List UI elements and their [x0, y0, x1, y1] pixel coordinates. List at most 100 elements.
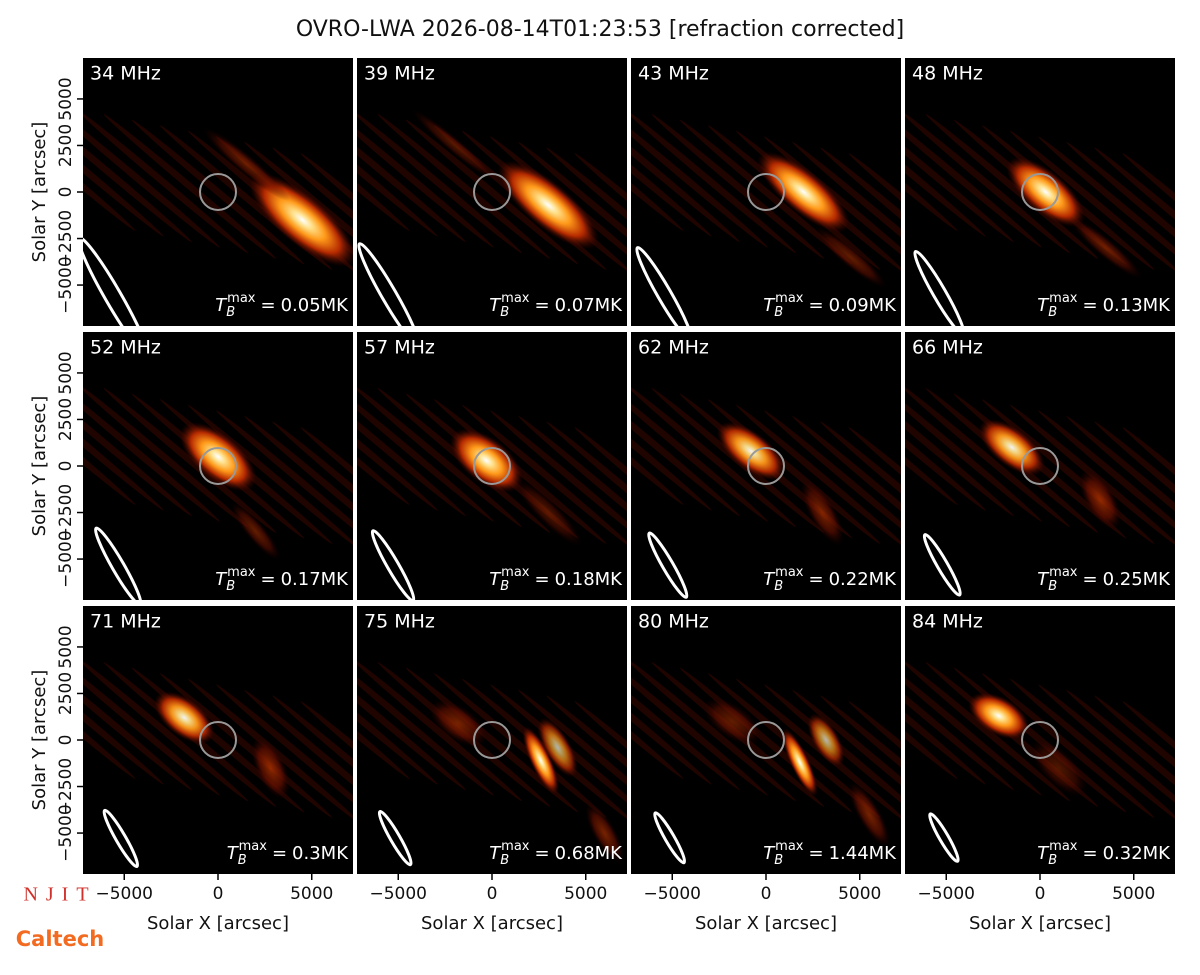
sidelobe-streak [83, 108, 248, 254]
panel [905, 332, 1175, 600]
sidelobe-streak [905, 382, 1070, 528]
beam [94, 526, 143, 600]
beam [922, 533, 962, 597]
x-tick-label: 0 [1035, 884, 1046, 904]
y-tick-label: 2500 [56, 398, 76, 441]
source-emission [1029, 738, 1088, 797]
panel [631, 332, 901, 600]
y-tick-label: 0 [56, 187, 76, 198]
tb-relation: = [808, 295, 823, 316]
source-emission [813, 226, 887, 289]
source-emission [716, 421, 786, 481]
beam [377, 810, 413, 867]
beam [635, 246, 693, 326]
sidelobe-streak [792, 689, 901, 835]
sidelobe-streak [83, 650, 220, 796]
sidelobe-streak [905, 376, 1042, 522]
tb-symbol: T [215, 569, 228, 590]
panel-background [83, 58, 353, 326]
source-emission [968, 692, 1030, 740]
tb-superscript: max [227, 291, 256, 306]
panel [83, 332, 353, 600]
tb-subscript: B [500, 305, 509, 320]
sidelobe-streak [216, 410, 353, 556]
panel [357, 606, 627, 874]
tb-relation: = [272, 843, 287, 864]
panel-background [631, 606, 901, 874]
sidelobe-streak [574, 427, 627, 572]
sidelobe-streak [631, 376, 768, 522]
sidelobe-streak [272, 421, 353, 567]
figure-title: OVRO-LWA 2026-08-14T01:23:53 [refraction… [296, 17, 904, 42]
sidelobe-streak [1122, 153, 1175, 298]
beam [357, 242, 421, 326]
x-tick-label: 0 [213, 884, 224, 904]
sidelobe-streak [905, 656, 1070, 802]
tb-symbol: T [1037, 569, 1050, 590]
frequency-label: 66 MHz [912, 337, 983, 359]
solar-disk [199, 447, 237, 485]
tb-superscript: max [775, 839, 804, 854]
y-tick-label: −2500 [56, 210, 76, 268]
sidelobe-streak [905, 97, 1014, 243]
logo-caltech: Caltech [16, 927, 104, 951]
sidelobe-streak [631, 102, 768, 248]
sidelobe-streak [357, 108, 522, 254]
source-emission [428, 699, 488, 748]
tb-superscript: max [1049, 839, 1078, 854]
tb-subscript: B [774, 853, 783, 868]
tb-value: 0.22MK [829, 569, 898, 590]
sidelobe-streak [905, 634, 958, 779]
sidelobe-streak [490, 410, 627, 556]
tb-relation: = [1082, 295, 1097, 316]
tb-max-annotation: TBmax = 0.25MK [1037, 565, 1171, 594]
x-axis-label: Solar X [arcsec] [695, 913, 837, 934]
sidelobe-streak [357, 634, 410, 779]
tb-value: 0.05MK [281, 295, 350, 316]
sidelobe-streak [574, 701, 627, 846]
tb-superscript: max [501, 565, 530, 580]
beam [913, 249, 966, 326]
solar-disk [199, 173, 237, 211]
panel [83, 606, 353, 874]
solar-disk [1021, 447, 1059, 485]
sidelobe-streak [631, 86, 684, 231]
x-tick-label: 5000 [1112, 884, 1155, 904]
tb-subscript: B [1048, 579, 1057, 594]
source-emission [1078, 469, 1122, 530]
panel-background [357, 58, 627, 326]
y-tick-label: 5000 [56, 351, 76, 394]
y-axis-label: Solar Y [arcsec] [29, 122, 50, 263]
source-emission [522, 726, 560, 795]
sidelobe-streak [357, 382, 522, 528]
source-emission [585, 803, 624, 863]
sidelobe-streak [357, 97, 466, 243]
sidelobe-streak [631, 382, 796, 528]
x-axis-label: Solar X [arcsec] [969, 913, 1111, 934]
source-emission [1005, 156, 1086, 228]
tb-relation: = [260, 295, 275, 316]
solar-disk [199, 721, 237, 759]
sidelobe-streak [83, 360, 136, 505]
sidelobe-streak [357, 656, 522, 802]
tb-value: 0.18MK [555, 569, 624, 590]
sidelobe-streak [131, 119, 305, 265]
sidelobe-streak [631, 97, 740, 243]
y-tick-label: 2500 [56, 124, 76, 167]
source-emission [179, 421, 257, 492]
solar-disk [1021, 721, 1059, 759]
y-tick-label: 5000 [56, 77, 76, 120]
sidelobe-streak [103, 114, 277, 259]
sidelobe-streak [83, 634, 136, 779]
frequency-label: 71 MHz [90, 611, 161, 633]
tb-value: 0.07MK [555, 295, 624, 316]
tb-relation: = [1082, 569, 1097, 590]
sidelobe-streak [546, 421, 627, 567]
sidelobe-streak [490, 684, 627, 830]
source-emission [847, 781, 891, 848]
solar-disk [747, 721, 785, 759]
sidelobe-streak [574, 153, 627, 298]
sidelobe-streak [820, 147, 901, 293]
panel [357, 332, 627, 600]
source-emission [757, 151, 850, 233]
